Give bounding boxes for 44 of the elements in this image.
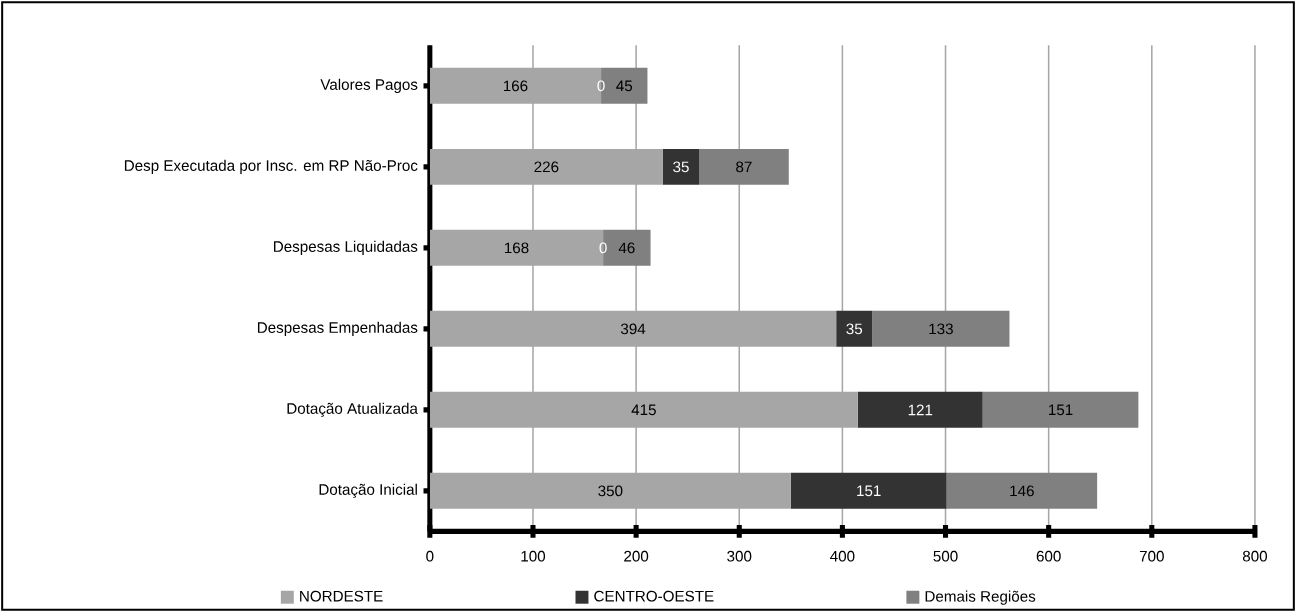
legend-label: NORDESTE <box>300 590 383 602</box>
x-tick-label: 300 <box>727 550 752 562</box>
x-tick-label: 0 <box>426 550 434 562</box>
data-label: 168 <box>504 242 529 254</box>
legend-label: Demais Regiões <box>925 590 1036 605</box>
x-tick-label: 600 <box>1036 550 1061 562</box>
y-tick-label: Dotação Inicial <box>319 483 417 498</box>
y-tick-label: Desp Executada por Insc. em RP Não-Proc <box>124 159 418 174</box>
data-label: 166 <box>503 80 528 92</box>
data-label: 35 <box>673 161 689 173</box>
data-label: 121 <box>908 404 933 416</box>
data-label: 35 <box>846 323 863 335</box>
bar <box>699 148 789 185</box>
bar <box>790 472 947 509</box>
y-tick-label: Despesas Empenhadas <box>257 321 418 336</box>
x-tick-label: 200 <box>624 550 649 562</box>
bar <box>857 391 983 428</box>
data-label: 146 <box>1010 485 1034 497</box>
data-label: 394 <box>620 323 646 335</box>
y-tick-label: Valores Pagos <box>320 78 418 93</box>
bar <box>872 310 1010 347</box>
data-label: 45 <box>616 80 633 92</box>
legend-label: CENTRO-OESTE <box>594 590 714 602</box>
x-tick-label: 800 <box>1242 550 1268 562</box>
data-label: 46 <box>618 242 635 254</box>
x-tick-label: 500 <box>933 550 958 562</box>
bar <box>662 148 700 185</box>
x-tick-label: 100 <box>521 550 546 562</box>
bar <box>982 391 1139 428</box>
data-label: 133 <box>929 323 953 335</box>
y-tick-label: Dotação Atualizada <box>287 402 418 417</box>
y-tick-label: Despesas Liquidadas <box>274 240 418 255</box>
data-label: 0 <box>597 80 605 92</box>
data-label: 151 <box>1049 404 1073 416</box>
data-label: 226 <box>534 161 559 173</box>
data-label: 0 <box>599 242 607 254</box>
data-label: 350 <box>598 485 623 497</box>
x-tick-label: 700 <box>1139 550 1164 562</box>
data-label: 151 <box>857 485 881 497</box>
bar <box>836 310 873 347</box>
x-tick-label: 400 <box>830 550 855 562</box>
bar <box>946 472 1098 509</box>
data-label: 415 <box>631 404 656 416</box>
data-label: 87 <box>736 161 752 173</box>
